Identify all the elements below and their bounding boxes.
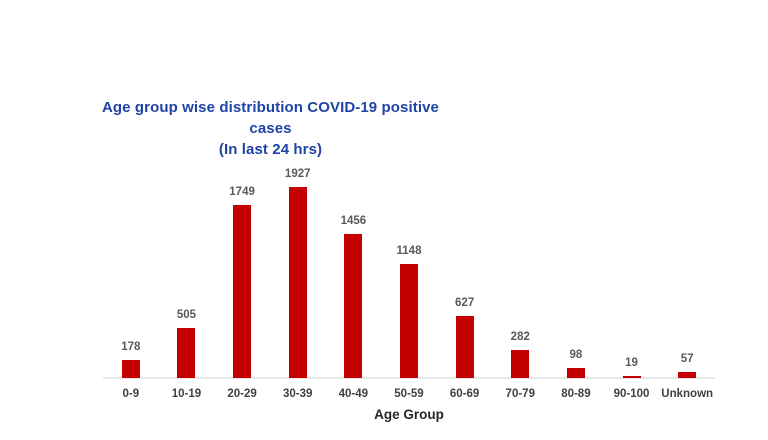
bar-value-label: 1749 — [229, 186, 255, 198]
x-tick-label: 80-89 — [561, 388, 591, 400]
x-tick-label: 70-79 — [505, 388, 535, 400]
bar-value-label: 57 — [680, 353, 694, 365]
bar-10-19 — [177, 328, 196, 378]
bar-30-39 — [288, 187, 307, 378]
bar-70-79 — [511, 350, 530, 378]
bar-0-9 — [121, 360, 140, 378]
x-tick-label: 0-9 — [122, 388, 140, 400]
bar-value-label: 178 — [121, 341, 141, 353]
x-axis-title: Age Group — [374, 407, 444, 422]
x-tick-label: 20-29 — [227, 388, 257, 400]
x-tick-label: 10-19 — [171, 388, 202, 400]
x-tick-label: 90-100 — [613, 388, 650, 400]
x-axis-line — [103, 377, 715, 379]
bar-value-label: 1456 — [340, 215, 367, 227]
chart-title: Age group wise distribution COVID-19 pos… — [84, 97, 457, 160]
x-tick-label: 30-39 — [283, 388, 313, 400]
bar-20-29 — [233, 205, 252, 378]
x-tick-label: 40-49 — [338, 388, 369, 400]
bar-value-label: 627 — [455, 297, 475, 309]
bar-value-label: 1927 — [284, 168, 311, 180]
bar-value-label: 1148 — [396, 245, 422, 257]
chart-title-line2: (In last 24 hrs) — [218, 141, 323, 158]
bar-60-69 — [455, 316, 474, 378]
bar-value-label: 282 — [510, 331, 530, 343]
bar-value-label: 505 — [176, 309, 197, 321]
chart-title-line1: Age group wise distribution COVID-19 pos… — [101, 99, 440, 137]
x-tick-label: Unknown — [661, 388, 714, 400]
x-tick-label: 60-69 — [449, 388, 480, 400]
bar-80-89 — [566, 368, 585, 378]
bar-50-59 — [400, 264, 418, 378]
bar-90-100 — [622, 376, 641, 378]
bar-value-label: 19 — [625, 357, 638, 369]
bar-value-label: 98 — [569, 349, 583, 361]
bar-40-49 — [344, 234, 363, 378]
bar-unknown — [678, 372, 697, 378]
x-tick-label: 50-59 — [394, 388, 424, 400]
